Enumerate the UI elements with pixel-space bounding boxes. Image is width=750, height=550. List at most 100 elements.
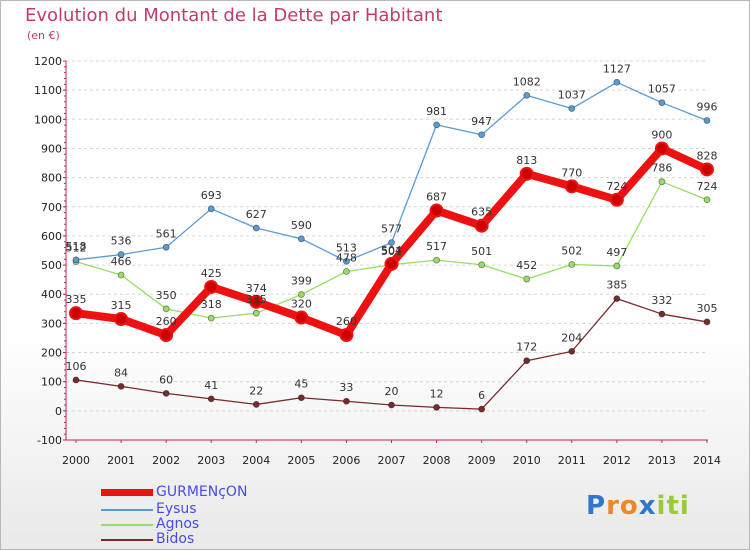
- data-point-eysus: [388, 239, 395, 247]
- legend-swatch-eysus: [101, 509, 153, 511]
- legend-label-bidos: Bidos: [156, 531, 195, 547]
- data-point-gurmenon: [249, 294, 264, 309]
- data-point-bidos: [117, 382, 125, 390]
- data-point-gurmenon: [159, 328, 174, 343]
- legend-label-gurmencon: GURMENçON: [156, 484, 248, 500]
- y-tick-label: 1000: [34, 113, 62, 126]
- data-label-agnos: 350: [156, 289, 177, 302]
- legend-swatch-gurmencon: [101, 489, 153, 496]
- data-label-gurmenon: 504: [381, 244, 402, 257]
- data-label-eysus: 577: [381, 223, 402, 236]
- logo-letter: x: [638, 491, 657, 521]
- data-point-eysus: [433, 121, 440, 129]
- y-tick-label: 600: [41, 230, 62, 243]
- x-tick-label: 2013: [648, 454, 676, 467]
- data-label-gurmenon: 320: [291, 298, 312, 311]
- data-point-bidos: [613, 295, 621, 303]
- data-point-gurmenon: [204, 279, 219, 294]
- x-tick-label: 2008: [423, 454, 451, 467]
- y-tick-label: 800: [41, 172, 62, 185]
- data-point-gurmenon: [69, 306, 83, 321]
- data-label-agnos: 497: [606, 246, 627, 259]
- y-tick-label: 100: [41, 376, 62, 389]
- data-point-eysus: [117, 251, 125, 258]
- data-label-gurmenon: 260: [156, 315, 177, 328]
- data-label-agnos: 512: [66, 242, 87, 255]
- data-point-eysus: [568, 105, 576, 112]
- data-point-eysus: [478, 131, 486, 139]
- x-tick-label: 2002: [152, 454, 180, 467]
- data-label-gurmenon: 635: [471, 206, 492, 219]
- data-label-bidos: 45: [294, 378, 308, 391]
- legend-label-eysus: Eysus: [156, 501, 197, 517]
- data-label-bidos: 12: [430, 387, 444, 400]
- data-label-gurmenon: 770: [561, 166, 582, 179]
- data-point-eysus: [297, 235, 305, 243]
- y-tick-label: -100: [37, 434, 62, 447]
- y-tick-label: 400: [41, 288, 62, 301]
- data-point-agnos: [207, 314, 215, 322]
- data-point-gurmenon: [609, 192, 624, 207]
- data-label-gurmenon: 374: [246, 282, 267, 295]
- data-label-eysus: 536: [111, 235, 132, 248]
- data-label-bidos: 22: [249, 384, 263, 397]
- data-label-agnos: 399: [291, 275, 312, 288]
- y-tick-label: 1100: [34, 84, 62, 97]
- data-label-agnos: 517: [426, 240, 447, 253]
- x-tick-label: 2014: [693, 454, 721, 467]
- data-label-eysus: 981: [426, 105, 447, 118]
- x-tick-label: 2007: [378, 454, 406, 467]
- data-label-gurmenon: 724: [606, 180, 627, 193]
- data-point-agnos: [117, 271, 125, 279]
- data-point-eysus: [703, 117, 711, 124]
- data-label-agnos: 335: [246, 293, 267, 306]
- data-point-eysus: [162, 243, 170, 251]
- data-point-agnos: [703, 196, 711, 204]
- data-point-eysus: [613, 78, 621, 86]
- data-point-eysus: [343, 257, 350, 265]
- data-point-bidos: [658, 310, 666, 318]
- data-label-bidos: 41: [204, 379, 218, 392]
- legend-swatch-bidos: [101, 539, 153, 541]
- data-label-eysus: 590: [291, 219, 312, 232]
- data-point-bidos: [343, 397, 350, 405]
- data-point-agnos: [658, 178, 666, 186]
- data-point-eysus: [72, 256, 80, 264]
- data-point-eysus: [207, 205, 215, 213]
- data-label-gurmenon: 813: [516, 154, 537, 167]
- data-label-gurmenon: 335: [66, 293, 87, 306]
- data-point-agnos: [343, 268, 350, 275]
- data-label-gurmenon: 900: [651, 128, 672, 141]
- data-label-gurmenon: 828: [697, 149, 718, 162]
- logo-letter: r: [606, 491, 620, 521]
- x-tick-label: 2004: [242, 454, 270, 467]
- legend-swatch-agnos: [101, 524, 153, 526]
- x-tick-label: 2003: [197, 454, 225, 467]
- data-point-gurmenon: [519, 166, 534, 181]
- data-point-gurmenon: [654, 141, 669, 156]
- data-label-eysus: 693: [201, 189, 222, 202]
- data-point-bidos: [297, 394, 305, 402]
- data-point-gurmenon: [114, 312, 129, 327]
- data-label-agnos: 501: [471, 245, 492, 258]
- data-label-eysus: 518: [66, 240, 87, 253]
- logo-letter: i: [656, 491, 667, 521]
- data-point-bidos: [388, 401, 395, 409]
- data-label-bidos: 204: [561, 331, 582, 344]
- y-tick-label: 500: [41, 259, 62, 272]
- data-label-agnos: 502: [561, 244, 582, 257]
- data-label-eysus: 947: [471, 115, 492, 128]
- data-point-gurmenon: [294, 310, 309, 325]
- data-label-bidos: 172: [516, 341, 537, 354]
- logo-letter: P: [586, 491, 607, 521]
- data-point-gurmenon: [384, 256, 399, 271]
- data-label-eysus: 561: [156, 227, 177, 240]
- y-tick-label: 0: [55, 405, 62, 418]
- data-label-bidos: 385: [606, 279, 627, 292]
- x-tick-label: 2011: [558, 454, 586, 467]
- data-label-agnos: 786: [651, 162, 672, 175]
- data-point-eysus: [658, 99, 666, 107]
- y-tick-label: 200: [41, 347, 62, 360]
